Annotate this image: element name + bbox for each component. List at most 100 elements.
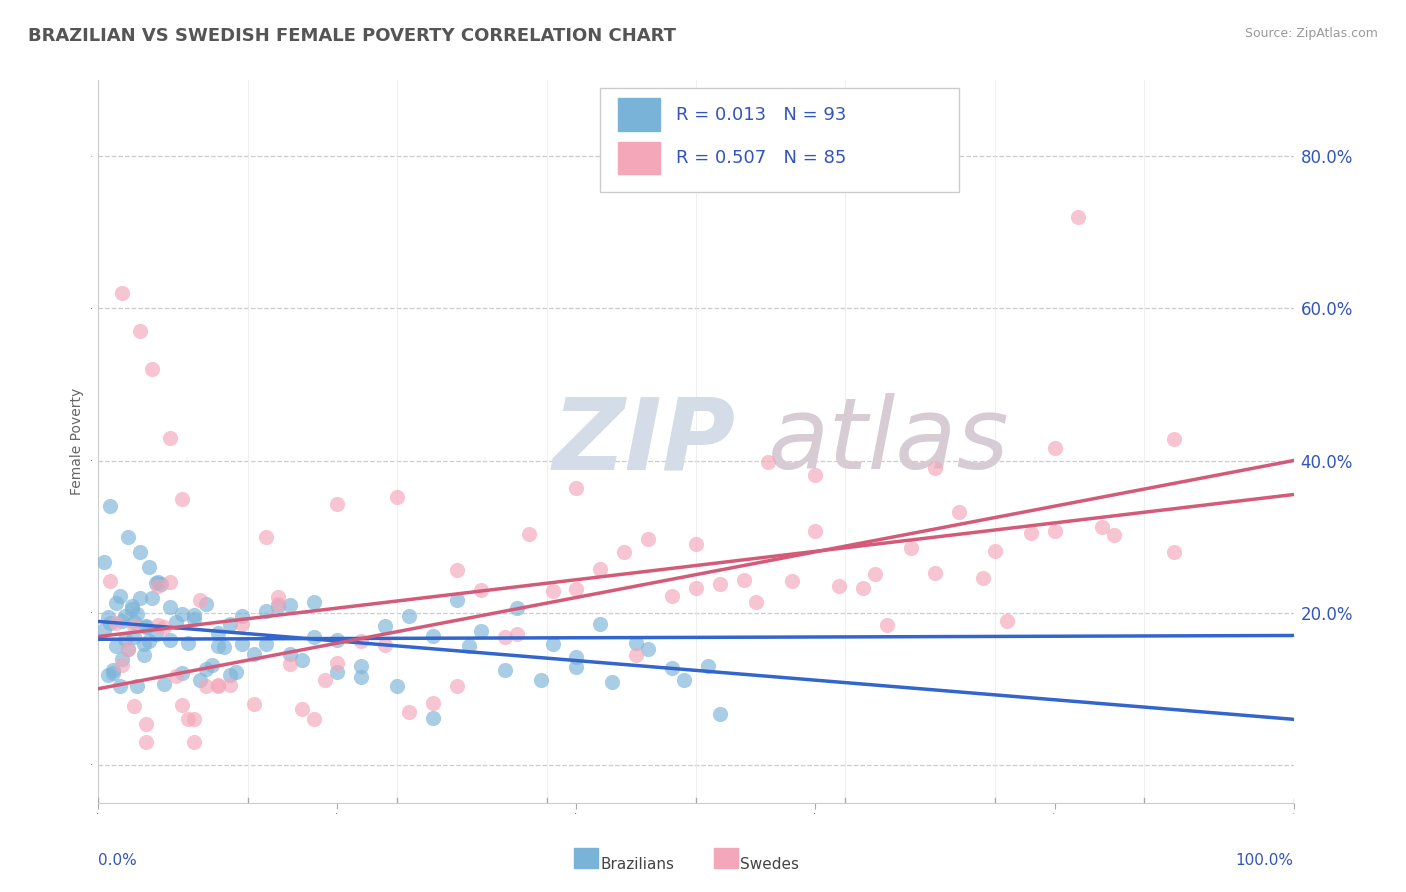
Point: [446, 679, 468, 693]
Point: [565, 582, 588, 596]
Point: [350, 634, 373, 648]
Point: [385, 491, 409, 505]
Point: [267, 599, 290, 613]
Point: [326, 633, 349, 648]
Point: [231, 637, 253, 651]
Point: [93, 623, 115, 637]
Point: [350, 670, 373, 684]
Point: [494, 630, 516, 644]
Point: [124, 615, 146, 629]
Point: [374, 638, 396, 652]
Point: [201, 658, 224, 673]
Point: [278, 647, 301, 661]
Point: [159, 600, 181, 615]
Point: [105, 596, 128, 610]
Point: [804, 468, 827, 483]
Text: Swedes: Swedes: [740, 857, 799, 872]
Point: [153, 677, 176, 691]
Point: [207, 639, 229, 653]
Point: [153, 620, 176, 634]
Point: [446, 564, 468, 578]
Point: [159, 431, 181, 445]
Point: [207, 678, 229, 692]
Point: [111, 614, 134, 628]
Point: [804, 524, 827, 539]
Point: [243, 697, 266, 711]
Point: [589, 562, 612, 576]
Point: [326, 657, 349, 671]
Point: [709, 577, 731, 591]
Point: [254, 604, 277, 618]
Point: [117, 641, 139, 656]
Text: 0.0%: 0.0%: [98, 854, 138, 869]
Point: [219, 668, 242, 682]
Point: [315, 673, 337, 687]
Point: [876, 617, 898, 632]
Point: [129, 591, 152, 605]
Point: [219, 617, 242, 632]
Point: [1043, 442, 1066, 456]
Point: [446, 593, 468, 607]
Point: [697, 659, 720, 673]
Point: [98, 574, 122, 588]
Point: [685, 581, 707, 595]
Y-axis label: Female Poverty: Female Poverty: [70, 388, 84, 495]
Point: [148, 618, 170, 632]
Text: BRAZILIAN VS SWEDISH FEMALE POVERTY CORRELATION CHART: BRAZILIAN VS SWEDISH FEMALE POVERTY CORR…: [28, 27, 676, 45]
Point: [117, 530, 139, 544]
Point: [984, 544, 1007, 558]
Point: [108, 589, 131, 603]
Point: [124, 699, 146, 714]
Point: [105, 639, 128, 653]
Point: [195, 597, 218, 611]
Point: [135, 618, 157, 632]
Point: [613, 545, 636, 559]
Point: [105, 616, 128, 631]
Point: [1104, 527, 1126, 541]
Point: [254, 636, 277, 650]
Point: [231, 609, 253, 624]
Point: [865, 566, 887, 581]
Point: [148, 579, 170, 593]
Text: R = 0.507   N = 85: R = 0.507 N = 85: [676, 149, 846, 168]
Point: [135, 620, 157, 634]
Point: [177, 713, 200, 727]
Point: [207, 679, 229, 693]
Point: [745, 595, 768, 609]
Point: [101, 663, 124, 677]
Point: [125, 680, 148, 694]
Point: [565, 482, 588, 496]
Point: [111, 286, 134, 301]
Point: [565, 649, 588, 664]
Point: [602, 674, 624, 689]
Point: [398, 608, 420, 623]
Point: [661, 661, 683, 675]
Bar: [714, 847, 738, 868]
Point: [541, 636, 564, 650]
Point: [673, 673, 696, 687]
Point: [530, 673, 553, 687]
Point: [135, 716, 157, 731]
Point: [121, 599, 143, 614]
Point: [995, 614, 1018, 628]
Point: [1163, 432, 1185, 446]
Point: [541, 583, 564, 598]
Point: [159, 633, 181, 648]
Point: [350, 658, 373, 673]
Point: [924, 566, 946, 581]
Point: [148, 575, 170, 590]
Text: 100.0%: 100.0%: [1236, 854, 1294, 869]
Point: [685, 537, 707, 551]
Text: R = 0.013   N = 93: R = 0.013 N = 93: [676, 106, 846, 124]
Point: [97, 668, 120, 682]
Point: [828, 579, 851, 593]
Bar: [619, 98, 661, 131]
Point: [506, 627, 529, 641]
Point: [111, 657, 134, 672]
Point: [291, 653, 314, 667]
Point: [267, 597, 290, 611]
Point: [302, 712, 325, 726]
Point: [183, 712, 205, 726]
Point: [188, 673, 211, 687]
Point: [1067, 210, 1090, 224]
